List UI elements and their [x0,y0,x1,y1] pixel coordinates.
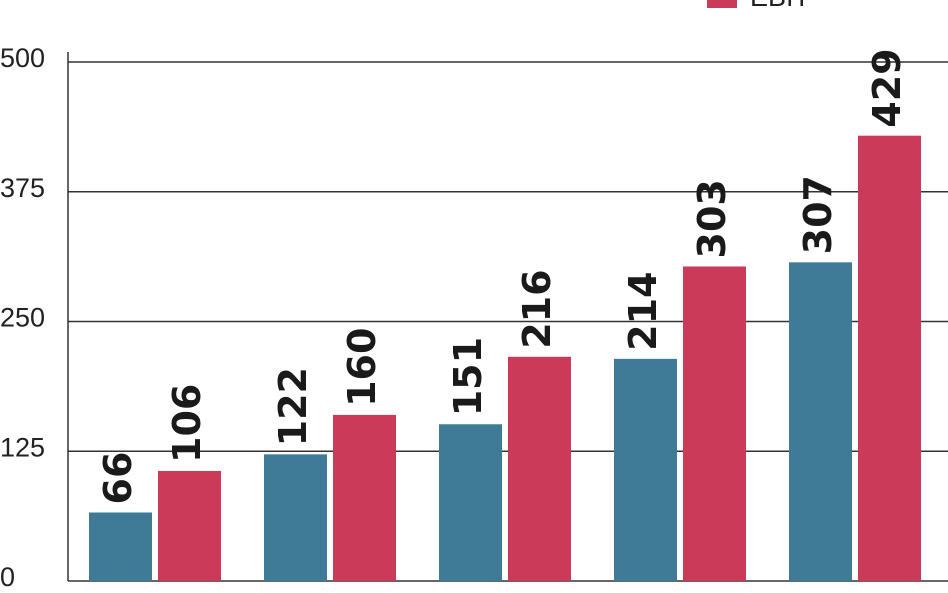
y-tick-label: 125 [0,432,45,462]
bar [508,356,571,581]
bar [89,512,152,581]
legend-swatch [707,0,737,8]
y-tick-label: 500 [0,43,45,73]
value-label: 216 [515,269,559,348]
value-label: 429 [865,48,909,127]
y-tick-label: 250 [0,303,45,333]
y-tick-label: 0 [0,562,15,592]
bar [439,424,502,581]
value-label: 303 [690,179,734,258]
bar [789,262,852,581]
bar [683,266,746,581]
bar [158,470,221,581]
value-label: 214 [621,272,665,351]
bar [333,414,396,581]
value-label: 307 [796,175,840,254]
y-tick-label: 375 [0,173,45,203]
value-label: 66 [96,452,140,505]
value-label: 106 [165,384,209,463]
value-label: 160 [340,328,384,407]
bar [858,135,921,581]
bar [264,454,327,581]
value-label: 151 [446,337,490,416]
bar [614,358,677,581]
value-label: 122 [271,367,315,446]
legend-label: EBIT [750,0,810,12]
